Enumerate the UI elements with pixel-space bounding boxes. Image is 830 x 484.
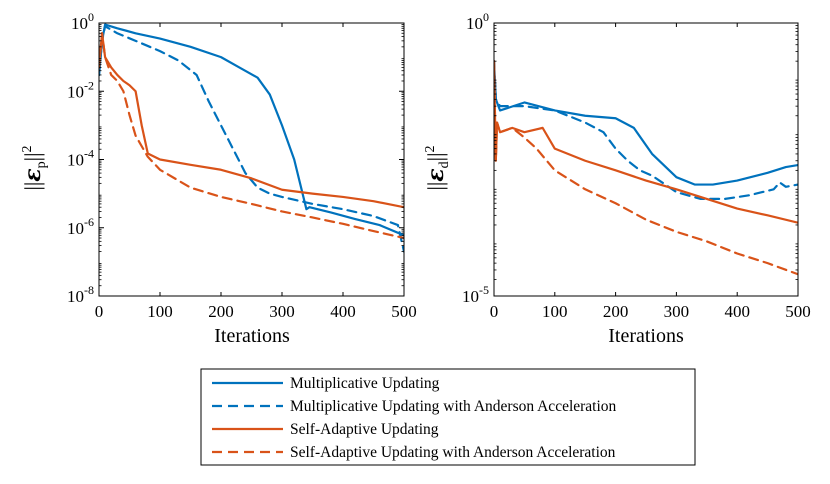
right-y-tick-label: 100 xyxy=(466,10,489,33)
left-series-multiplicative-updating-with-anderson-acceleration xyxy=(99,25,404,253)
right-series-group xyxy=(494,60,798,276)
left-x-tick-label: 500 xyxy=(391,302,417,321)
left-y-tick-label: 100 xyxy=(71,10,94,33)
right-x-tick-label: 300 xyxy=(664,302,690,321)
left-series-self-adaptive-updating-with-anderson-acceleration xyxy=(99,32,404,240)
left-y-tick-label: 10-8 xyxy=(67,283,94,306)
left-y-tick-label: 10-6 xyxy=(67,215,94,238)
right-x-tick-label: 0 xyxy=(490,302,499,321)
right-axes-box xyxy=(493,22,799,297)
legend-label-mult-aa: Multiplicative Updating with Anderson Ac… xyxy=(290,398,617,415)
right-x-tick-label: 100 xyxy=(542,302,568,321)
left-series-multiplicative-updating xyxy=(99,23,404,237)
left-axes-box xyxy=(98,22,405,297)
legend: Multiplicative Updating Multiplicative U… xyxy=(200,368,696,466)
left-panel: ||εp||2 0 100 200 300 400 500 10-8 10-6 10-4 10-2… xyxy=(20,10,417,347)
left-x-axis-label: Iterations xyxy=(214,325,290,347)
left-x-tick-label: 300 xyxy=(269,302,295,321)
legend-box xyxy=(200,368,696,466)
right-x-tick-label: 400 xyxy=(724,302,750,321)
right-x-tick-label: 200 xyxy=(603,302,629,321)
right-plot-area: 0 100 200 300 400 500 10-5 100 xyxy=(462,10,811,321)
right-series-multiplicative-updating-with-anderson-acceleration xyxy=(494,60,798,201)
right-x-axis-label: Iterations xyxy=(608,325,684,347)
right-series-self-adaptive-updating xyxy=(494,60,798,224)
right-x-tick-label: 500 xyxy=(785,302,811,321)
left-x-tick-label: 0 xyxy=(95,302,104,321)
left-x-tick-label: 100 xyxy=(147,302,173,321)
right-panel: ||εd||2 0 100 200 300 400 500 10-5 100 Iteratio… xyxy=(423,10,811,347)
left-plot-area: 0 100 200 300 400 500 10-8 10-6 10-4 10-2 100 xyxy=(67,10,417,321)
left-series-group xyxy=(99,23,404,253)
right-series-self-adaptive-updating-with-anderson-acceleration xyxy=(494,60,798,276)
right-y-tick-label: 10-5 xyxy=(462,283,489,306)
right-y-axis-label: ||εd||2 xyxy=(423,146,452,191)
legend-label-self: Self-Adaptive Updating xyxy=(290,421,439,438)
left-y-tick-label: 10-2 xyxy=(67,78,94,101)
right-series-multiplicative-updating xyxy=(494,60,798,186)
left-series-self-adaptive-updating xyxy=(99,32,404,209)
legend-label-mult: Multiplicative Updating xyxy=(290,375,440,392)
legend-label-self-aa: Self-Adaptive Updating with Anderson Acc… xyxy=(290,444,616,461)
left-y-tick-label: 10-4 xyxy=(67,147,94,170)
left-x-tick-label: 200 xyxy=(208,302,234,321)
left-x-tick-label: 400 xyxy=(330,302,356,321)
left-y-axis-label: ||εp||2 xyxy=(20,146,49,191)
